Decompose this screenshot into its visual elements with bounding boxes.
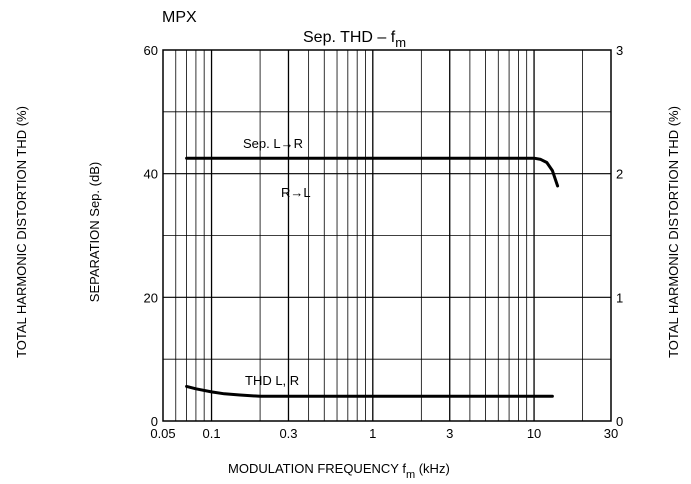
series-line-thd <box>185 384 554 398</box>
x-tick-label: 0.3 <box>279 426 297 441</box>
series-label-thd-l-r: THD L, R <box>245 373 299 388</box>
plot-frame <box>162 49 612 422</box>
x-tick-label: 30 <box>604 426 618 441</box>
series-label-r-l: R→L <box>281 185 311 200</box>
top-label: MPX <box>162 9 197 26</box>
series-label-sep-l-r: Sep. L→R <box>243 136 303 151</box>
x-tick-label: 10 <box>527 426 541 441</box>
y-tick-label-right: 3 <box>616 43 623 58</box>
y-tick-label-right: 1 <box>616 290 623 305</box>
y-tick-label-right: 2 <box>616 167 623 182</box>
grid <box>163 50 611 421</box>
x-tick-label: 0.1 <box>203 426 221 441</box>
y-tick-label-right: 0 <box>616 414 623 429</box>
series-layer <box>185 156 560 398</box>
y-tick-label-left: 0 <box>151 414 158 429</box>
x-tick-label: 0.05 <box>150 426 175 441</box>
chart-title: Sep. THD – fm <box>303 29 406 50</box>
y-axis-label-left-inner: SEPARATION Sep. (dB) <box>87 162 102 302</box>
x-tick-label: 1 <box>369 426 376 441</box>
x-tick-label: 3 <box>446 426 453 441</box>
series-line-separation <box>185 156 560 188</box>
y-tick-label-left: 40 <box>144 167 158 182</box>
x-axis-label: MODULATION FREQUENCY fm (kHz) <box>228 461 450 481</box>
y-axis-label-right: TOTAL HARMONIC DISTORTION THD (%) <box>666 106 681 358</box>
y-axis-label-left-outer: TOTAL HARMONIC DISTORTION THD (%) <box>14 106 29 358</box>
y-tick-label-left: 20 <box>144 290 158 305</box>
y-tick-label-left: 60 <box>144 43 158 58</box>
